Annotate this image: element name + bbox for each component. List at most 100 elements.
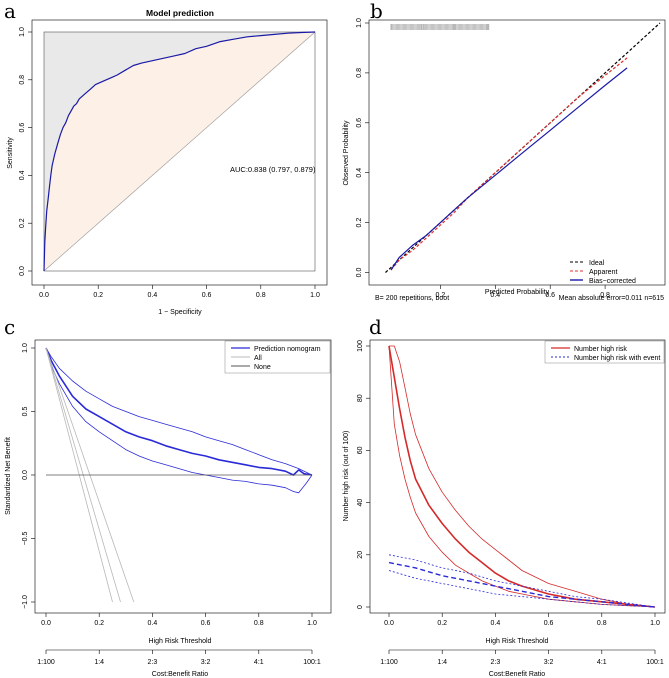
panel-b-footer-left: B= 200 repetitions, boot [375,295,449,302]
panel-c-y-tick-label: 1.0 [22,343,29,353]
panel-a-plot-frame [31,19,328,286]
panel-d-cost-benefit-tick-label: 1:100 [380,659,398,666]
panel-c-legend-label-all: All [254,355,262,362]
panel-a-x-tick-label: 0.8 [256,292,266,299]
panel-b-plot-frame [368,19,666,286]
panel-d-cost-benefit-tick-label: 1:4 [437,659,447,666]
panel-d-y-tick-label: 100 [357,340,364,352]
panel-b-series-bias-corrected [390,67,628,271]
panel-d-cost-benefit-tick-label: 4:1 [597,659,607,666]
panel-c-series-group [45,347,313,603]
panel-b-legend: Ideal Apparent Bias−corrected [565,254,661,285]
panel-c-cost-benefit-tick-label: 2:3 [148,659,158,666]
panel-c-x-tick-label: 0.4 [148,620,158,627]
panel-b-letter: b [370,0,383,23]
panel-c-cost-benefit-tick-label: 4:1 [254,659,264,666]
panel-b-y-label: Observed Probability [343,120,350,185]
panel-a-title: Model prediction [146,8,214,18]
panel-a-y-label: Sensitivity [7,137,14,169]
panel-c-x-tick-label: 0.6 [201,620,211,627]
panel-d-legend-label-high-risk: Number high risk [574,346,627,353]
panel-d-cost-benefit-tick-label: 100:1 [646,659,664,666]
panel-b-x-tick-label: 0.4 [490,292,500,299]
panel-c-plot-frame [34,339,332,614]
panel-a-x-label: 1 − Specificity [158,309,202,316]
panel-a: a Model prediction 0.0 0.2 0.4 0.6 0.8 1.00.0… [4,0,328,316]
panel-d-x-label: High Risk Threshold [486,638,549,645]
panel-d-x-tick-label: 0.8 [597,620,607,627]
panel-a-y-tick-label: 0.0 [19,266,26,276]
panel-a-series-roc [43,31,316,272]
panel-b-legend-label-bias-corrected: Bias−corrected [589,278,636,285]
panel-c-legend: Prediction nomogram All None [224,340,331,374]
panel-a-x-tick-label: 0.6 [202,292,212,299]
panel-c-plot: 0.0 0.2 0.4 0.6 0.8 1.0 −1.0 −0.5 0.0 0.5 1.0 1:100… [22,343,321,666]
panel-a-y-tick-label: 0.6 [19,123,26,133]
panel-b-y-tick-label: 0.6 [356,118,363,128]
panel-c-cost-benefit-tick-label: 100:1 [303,659,321,666]
panel-d-y-tick-label: 0 [357,605,364,609]
panel-a-area-above-roc [44,32,315,271]
panel-c-legend-label-nomogram: Prediction nomogram [254,346,321,353]
panel-a-y-tick-label: 1.0 [19,27,26,37]
panel-a-y-tick-label: 0.4 [19,170,26,180]
panel-a-x-tick-label: 0.2 [93,292,103,299]
panel-c-letter: c [4,315,15,339]
panel-a-y-tick-label: 0.8 [19,75,26,85]
panel-d-y-tick-label: 40 [357,499,364,507]
panel-b-x-tick-label: 0.8 [600,292,610,299]
panel-c-y-tick-label: −0.5 [22,531,29,545]
panel-a-auc-annotation: AUC:0.838 (0.797, 0.879) [230,165,316,174]
panel-b-x-tick-label: 0.2 [436,292,446,299]
panel-d-y-tick-label: 80 [357,394,364,402]
panel-b-footer-right: Mean absolute error=0.011 n=615 [559,295,664,302]
panel-c-y-label: Standardized Net Benefit [5,437,12,515]
panel-d-letter: d [369,315,382,339]
panel-d-series-with-event-upper-ci [388,554,656,608]
panel-a-x-tick-label: 0.0 [39,292,49,299]
panel-d-plot: 0.0 0.2 0.4 0.6 0.8 1.0 0 20 40 60 80 100 1:100 1:4 2:… [357,340,664,666]
panel-d-series-with-event-lower-ci [388,570,656,608]
panel-c-legend-label-none: None [254,364,271,371]
panel-b-x-tick-label: 0.6 [545,292,555,299]
panel-d-y-tick-label: 20 [357,551,364,559]
panel-a-roc-space-border [43,31,316,272]
panel-b-y-tick-label: 0.8 [356,68,363,78]
panel-d-y-tick-label: 60 [357,446,364,454]
panel-a-plot: 0.0 0.2 0.4 0.6 0.8 1.0 0.0 0.2 0.4 0.6 0.8 1.0 [19,27,320,299]
panel-d-x-tick-label: 0.2 [437,620,447,627]
panel-d-legend: Number high risk Number high risk with e… [544,340,665,364]
panel-d-series-number-high-risk-with-event [388,561,656,608]
panel-c-series-prediction-nomogram [45,347,313,476]
panel-c-x-label: High Risk Threshold [149,638,212,645]
panel-b-x-label: Predicted Probability [485,289,550,296]
panel-c-cost-benefit-tick-label: 1:100 [37,659,55,666]
panel-b-plot: 0.2 0.4 0.6 0.8 0.0 0.2 0.4 0.6 0.8 1.0 [356,18,661,299]
panel-d-cost-benefit-tick-label: 2:3 [491,659,501,666]
panel-d-x-tick-label: 1.0 [650,620,660,627]
panel-b-legend-label-ideal: Ideal [589,260,605,267]
panel-a-x-tick-label: 1.0 [310,292,320,299]
panel-d-x-tick-label: 0.0 [384,620,394,627]
panel-d-legend-box [544,340,665,364]
panel-c-y-tick-label: −1.0 [22,595,29,609]
panel-d-series-number-high-risk [388,345,656,608]
panel-d-series-number-high-risk-upper-ci [389,345,656,608]
panel-b-y-tick-label: 1.0 [356,18,363,28]
panel-c-x-tick-label: 0.8 [254,620,264,627]
panel-d-plot-frame [369,339,666,614]
panel-b-y-tick-label: 0.4 [356,168,363,178]
panel-b: b 0.2 0.4 0.6 0.8 0.0 0.2 0.4 0.6 0.8 1.0 Ideal A… [343,0,666,302]
panel-a-y-tick-label: 0.2 [19,218,26,228]
panel-c-x-tick-label: 0.2 [94,620,104,627]
panel-c-cost-benefit-tick-label: 3:2 [201,659,211,666]
panel-c: c 0.0 0.2 0.4 0.6 0.8 1.0 −1.0 −0.5 0.0 0.5 1.0 1:1… [4,315,332,678]
panel-a-reference-diagonal [43,31,316,272]
panel-d-cost-benefit-label: Cost:Benefit Ratio [489,671,546,678]
panel-d-cost-benefit-tick-label: 3:2 [544,659,554,666]
panel-b-legend-box [565,254,661,284]
panel-c-series-prediction-nomogram-lower-ci [45,347,313,494]
panel-c-series-prediction-nomogram-upper-ci [45,347,313,476]
panel-a-x-tick-label: 0.4 [148,292,158,299]
